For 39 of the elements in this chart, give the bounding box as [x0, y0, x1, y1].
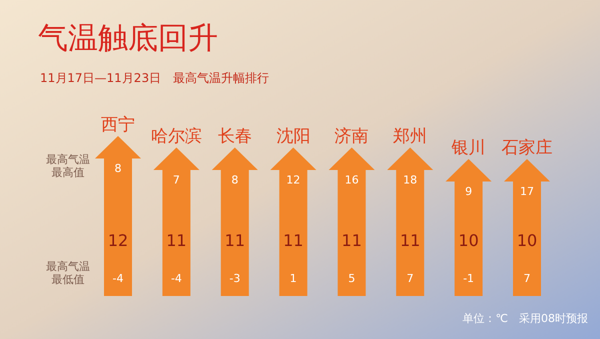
annotation: 7 — [172, 174, 180, 186]
annotation: -1 — [463, 272, 474, 285]
category-label: 长春 — [218, 126, 252, 146]
annotation: 最高值 — [52, 166, 84, 179]
annotation: 最低值 — [52, 273, 84, 286]
data-label: 11 — [166, 231, 187, 250]
annotation: 最高气温 — [46, 153, 90, 166]
data-label: 10 — [458, 231, 479, 250]
annotation: 17 — [520, 185, 534, 198]
annotation: 单位：℃ 采用08时预报 — [462, 312, 588, 325]
category-label: 石家庄 — [502, 138, 552, 158]
annotation: -4 — [112, 272, 124, 285]
annotation: 1 — [290, 272, 297, 285]
title: 气温触底回升 — [38, 21, 218, 56]
data-label: 11 — [224, 231, 246, 250]
annotation: -3 — [229, 272, 240, 285]
category-label: 郑州 — [393, 126, 428, 146]
subtitle: 11月17日—11月23日 最高气温升幅排行 — [40, 71, 270, 85]
category-label: 沈阳 — [276, 126, 310, 146]
annotation: 7 — [524, 272, 530, 285]
annotation: 18 — [403, 174, 418, 186]
category-label: 哈尔滨 — [150, 126, 202, 146]
data-label: 11 — [400, 231, 420, 250]
annotation: 12 — [286, 174, 300, 186]
data-label: 12 — [108, 231, 128, 250]
annotation: -4 — [170, 272, 182, 285]
annotation: 最高气温 — [46, 260, 90, 273]
annotation: 5 — [348, 272, 356, 285]
annotation: 16 — [344, 174, 359, 186]
category-label: 银川 — [452, 138, 486, 158]
annotation: 7 — [406, 272, 414, 285]
category-label: 济南 — [334, 126, 369, 146]
data-label: 11 — [342, 231, 362, 250]
annotation: 8 — [231, 174, 238, 186]
data-label: 10 — [516, 231, 538, 250]
annotation: 9 — [465, 185, 472, 198]
category-label: 西宁 — [101, 115, 135, 135]
annotation: 8 — [114, 162, 122, 175]
data-label: 11 — [283, 231, 304, 250]
